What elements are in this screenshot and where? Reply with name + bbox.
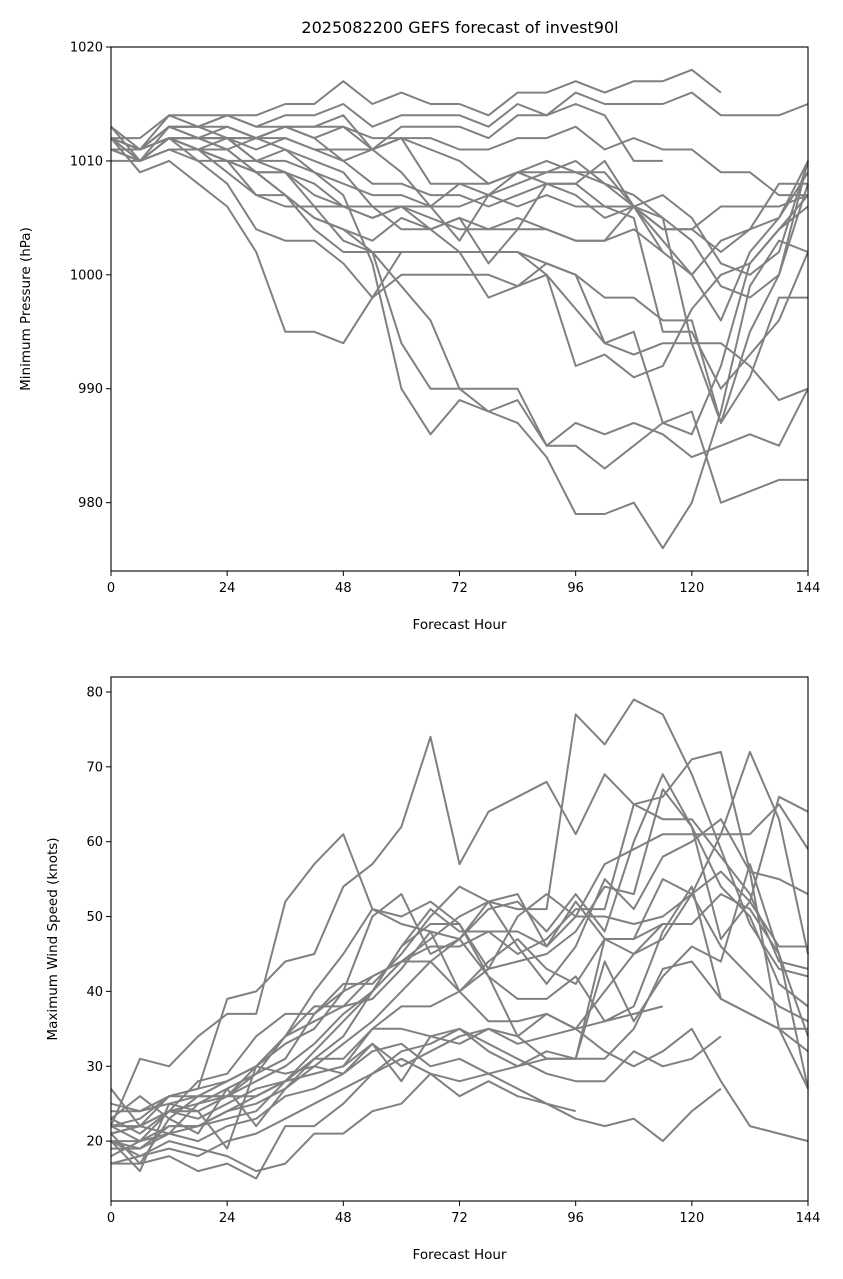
wind-ticks: 0 24 48 72 96 120 144 20 30 40 50 60 70 80	[86, 685, 820, 1226]
wind-y-tick-label: 40	[86, 985, 103, 1000]
pressure-y-axis-label: Minimum Pressure (hPa)	[18, 227, 34, 391]
wind-x-tick-label: 72	[451, 1211, 468, 1226]
wind-series-line-13	[110, 1057, 576, 1165]
wind-series-line-20	[111, 893, 809, 1135]
wind-series-line-18	[110, 960, 809, 1173]
pressure-series-line-12	[111, 137, 808, 424]
pressure-y-tick-label: 1020	[70, 41, 103, 56]
pressure-ticks: 0 24 48 72 96 120 144 980 990 1000 1010 1020	[70, 41, 821, 597]
wind-x-tick-label: 96	[567, 1211, 584, 1226]
wind-series-line-16	[110, 863, 809, 1135]
pressure-y-tick-label: 1000	[70, 268, 103, 283]
wind-x-tick-label: 0	[107, 1211, 115, 1226]
chart-title: 2025082200 GEFS forecast of invest90l	[301, 18, 618, 37]
wind-y-tick-label: 50	[86, 910, 103, 925]
wind-series-line-5	[111, 818, 809, 1143]
pressure-x-tick-label: 72	[451, 581, 468, 596]
wind-y-axis-label: Maximum Wind Speed (knots)	[45, 837, 61, 1040]
wind-x-tick-label: 48	[335, 1211, 352, 1226]
pressure-series-line-3	[110, 103, 663, 162]
wind-y-tick-label: 80	[86, 685, 103, 700]
wind-series-line-15	[110, 1072, 722, 1173]
pressure-series-line-19	[110, 125, 809, 390]
pressure-y-tick-label: 1010	[70, 154, 103, 169]
wind-plot-frame	[110, 676, 809, 1202]
pressure-series-line-15	[110, 137, 809, 379]
wind-series-line-19	[110, 750, 809, 1128]
wind-y-tick-label: 30	[86, 1060, 103, 1075]
wind-series-line-2	[110, 735, 808, 1113]
wind-x-tick-label: 144	[796, 1211, 821, 1226]
pressure-series-line-14	[110, 137, 809, 402]
pressure-x-tick-label: 24	[219, 581, 236, 596]
wind-y-tick-label: 70	[86, 760, 103, 775]
pressure-x-tick-label: 0	[107, 581, 115, 596]
pressure-plot-frame	[110, 46, 809, 572]
pressure-x-tick-label: 144	[796, 581, 821, 596]
wind-y-tick-label: 60	[86, 835, 103, 850]
pressure-series-line-1	[111, 68, 722, 140]
pressure-x-axis-label: Forecast Hour	[413, 617, 507, 633]
pressure-series-line-5	[111, 125, 809, 299]
pressure-chart: 2025082200 GEFS forecast of invest90l 0 2…	[18, 18, 820, 633]
pressure-x-tick-label: 120	[679, 581, 704, 596]
pressure-x-tick-label: 96	[567, 581, 584, 596]
pressure-series-line-6	[110, 125, 664, 253]
wind-y-tick-label: 20	[86, 1135, 103, 1150]
pressure-x-tick-label: 48	[335, 581, 352, 596]
wind-series-line-3	[110, 773, 809, 1128]
wind-x-tick-label: 24	[219, 1211, 236, 1226]
wind-series-group	[110, 698, 809, 1180]
pressure-y-tick-label: 980	[78, 496, 103, 511]
pressure-series-group	[110, 68, 809, 550]
pressure-series-line-20	[110, 137, 809, 265]
wind-series-line-12	[110, 1027, 809, 1157]
pressure-y-tick-label: 990	[78, 382, 103, 397]
wind-chart: 0 24 48 72 96 120 144 20 30 40 50 60 70 80 Forecast H…	[45, 676, 820, 1263]
pressure-series-line-2	[110, 91, 809, 151]
wind-series-line-14	[111, 1027, 722, 1180]
wind-series-line-9	[110, 885, 809, 1135]
wind-x-tick-label: 120	[679, 1211, 704, 1226]
wind-x-axis-label: Forecast Hour	[413, 1247, 507, 1263]
